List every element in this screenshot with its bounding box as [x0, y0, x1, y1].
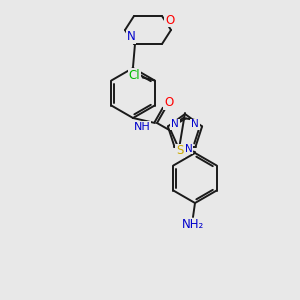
Text: NH: NH [134, 122, 150, 131]
Text: N: N [191, 119, 199, 129]
Text: Cl: Cl [129, 69, 140, 82]
Text: S: S [176, 145, 184, 158]
Text: NH₂: NH₂ [182, 218, 204, 232]
Text: N: N [171, 119, 179, 129]
Text: N: N [127, 31, 135, 44]
Text: O: O [165, 14, 175, 26]
Text: N: N [185, 144, 193, 154]
Text: O: O [164, 97, 174, 110]
